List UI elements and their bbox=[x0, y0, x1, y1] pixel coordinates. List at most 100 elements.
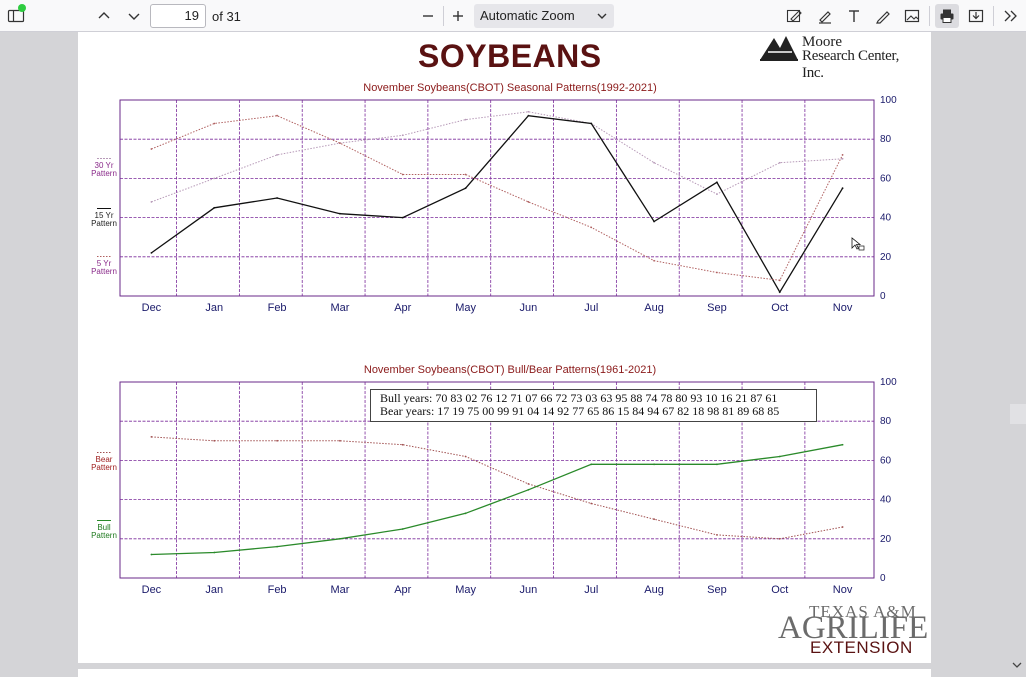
agrilife-logo-line2: AGRILIFE bbox=[778, 610, 929, 646]
x-tick-label: Aug bbox=[644, 302, 664, 314]
toolbar-divider bbox=[993, 6, 994, 26]
x-tick-label: Nov bbox=[833, 302, 853, 314]
data-point bbox=[527, 483, 530, 485]
x-tick-label: Apr bbox=[394, 584, 411, 596]
agrilife-logo-line3: EXTENSION bbox=[810, 638, 913, 657]
y-tick-label: 80 bbox=[880, 134, 892, 145]
toolbar-divider bbox=[443, 6, 444, 26]
zoom-out-icon bbox=[423, 15, 433, 17]
data-point bbox=[778, 537, 781, 540]
data-point bbox=[401, 528, 404, 530]
data-point bbox=[464, 512, 467, 515]
x-tick-label: Jun bbox=[520, 584, 538, 596]
moore-research-logo: Moore Research Center, Inc. bbox=[758, 32, 918, 81]
page-count: of 31 bbox=[212, 9, 241, 24]
chevron-down-icon bbox=[596, 4, 608, 36]
page-title: SOYBEANS bbox=[418, 38, 602, 74]
seasonal-chart: 100 80 60 40 20 0 Dec Jan Feb Mar Apr May Jun Jul Aug S… bbox=[119, 95, 897, 314]
add-image-button[interactable] bbox=[900, 4, 924, 28]
x-tick-label: Sep bbox=[707, 584, 727, 596]
y-tick-label: 0 bbox=[880, 291, 886, 302]
next-page-button[interactable] bbox=[122, 4, 146, 28]
bear-years-text: Bear years: 17 19 75 00 99 91 04 14 92 7… bbox=[380, 404, 780, 418]
x-tick-label: Jun bbox=[520, 302, 538, 314]
zoom-select[interactable]: Automatic Zoom bbox=[474, 4, 614, 28]
scroll-down-icon[interactable] bbox=[1012, 660, 1022, 670]
chevron-up-icon bbox=[98, 12, 110, 19]
data-point bbox=[716, 193, 718, 195]
plot-area bbox=[119, 99, 875, 297]
x-tick-label: Feb bbox=[268, 302, 287, 314]
x-tick-label: May bbox=[455, 584, 476, 596]
edit-form-button[interactable] bbox=[783, 4, 807, 28]
x-tick-label: Oct bbox=[771, 584, 788, 596]
legend-bull-label: Bull Pattern bbox=[91, 523, 117, 540]
more-tools-button[interactable] bbox=[998, 4, 1022, 28]
print-button[interactable] bbox=[935, 4, 959, 28]
data-point bbox=[339, 537, 341, 540]
legend-30yr: 30 Yr Pattern bbox=[84, 154, 124, 178]
bull-years-text: Bull years: 70 83 02 76 12 71 07 66 72 7… bbox=[380, 391, 778, 405]
moore-logo-mark-icon bbox=[760, 36, 798, 61]
pdf-page: SOYBEANS Moore Research Center, Inc. Nov… bbox=[78, 32, 931, 663]
highlight-pen-icon bbox=[819, 11, 831, 24]
legend-15yr: 15 Yr Pattern bbox=[84, 204, 124, 228]
sidebar-toggle-button[interactable] bbox=[4, 4, 28, 28]
data-point bbox=[527, 114, 530, 117]
x-tick-label: Oct bbox=[771, 302, 788, 314]
x-tick-label: Feb bbox=[268, 584, 287, 596]
bullbear-chart-title: November Soybeans(CBOT) Bull/Bear Patter… bbox=[363, 364, 657, 376]
data-point bbox=[150, 251, 153, 254]
x-tick-label: Mar bbox=[330, 302, 349, 314]
download-button[interactable] bbox=[964, 4, 988, 28]
data-point bbox=[653, 259, 655, 262]
text-tool-icon bbox=[849, 10, 859, 22]
data-point bbox=[653, 518, 655, 521]
y-tick-label: 20 bbox=[880, 534, 892, 545]
y-tick-label: 100 bbox=[880, 95, 897, 106]
data-point bbox=[841, 187, 844, 190]
x-tick-label: Jul bbox=[584, 584, 598, 596]
data-point bbox=[841, 153, 844, 156]
moore-logo-top: Moore bbox=[802, 34, 842, 50]
data-point bbox=[653, 220, 655, 223]
more-tools-icon bbox=[1004, 10, 1017, 22]
data-point bbox=[213, 177, 216, 180]
data-point bbox=[150, 148, 153, 150]
data-point bbox=[401, 173, 404, 176]
data-point bbox=[213, 551, 216, 554]
previous-page-button[interactable] bbox=[92, 4, 116, 28]
data-point bbox=[841, 157, 844, 160]
data-point bbox=[527, 488, 530, 491]
data-point bbox=[841, 443, 844, 446]
scrollbar-thumb[interactable] bbox=[1010, 404, 1026, 424]
x-tick-label: Jan bbox=[205, 302, 223, 314]
draw-button[interactable] bbox=[871, 4, 895, 28]
data-point bbox=[276, 439, 278, 442]
zoom-in-button[interactable] bbox=[446, 4, 470, 28]
zoom-out-button[interactable] bbox=[416, 4, 440, 28]
mouse-cursor-icon bbox=[851, 237, 865, 251]
data-point bbox=[401, 443, 404, 446]
page-number-input[interactable]: 19 bbox=[150, 4, 206, 28]
x-tick-label: May bbox=[455, 302, 476, 314]
y-tick-label: 40 bbox=[880, 213, 892, 224]
seasonal-chart-title: November Soybeans(CBOT) Seasonal Pattern… bbox=[363, 82, 657, 94]
data-point bbox=[653, 463, 655, 466]
x-tick-label: Nov bbox=[833, 584, 853, 596]
pdf-toolbar: 19 of 31 Automatic Zoom bbox=[0, 0, 1026, 32]
data-point bbox=[590, 463, 593, 466]
highlight-button[interactable] bbox=[813, 4, 837, 28]
x-tick-label: Jan bbox=[205, 584, 223, 596]
agrilife-logo-line1: TEXAS A&M bbox=[809, 602, 917, 621]
data-point bbox=[778, 455, 781, 458]
legend-30yr-label: 30 Yr Pattern bbox=[91, 161, 117, 178]
edit-form-icon bbox=[786, 9, 802, 23]
legend-5yr: 5 Yr Pattern bbox=[84, 252, 124, 276]
data-point bbox=[150, 435, 153, 438]
text-tool-button[interactable] bbox=[842, 4, 866, 28]
y-tick-label: 20 bbox=[880, 252, 892, 263]
x-tick-label: Apr bbox=[394, 302, 411, 314]
legend-15yr-label: 15 Yr Pattern bbox=[91, 211, 117, 228]
legend-bear: Bear Pattern bbox=[84, 448, 124, 472]
